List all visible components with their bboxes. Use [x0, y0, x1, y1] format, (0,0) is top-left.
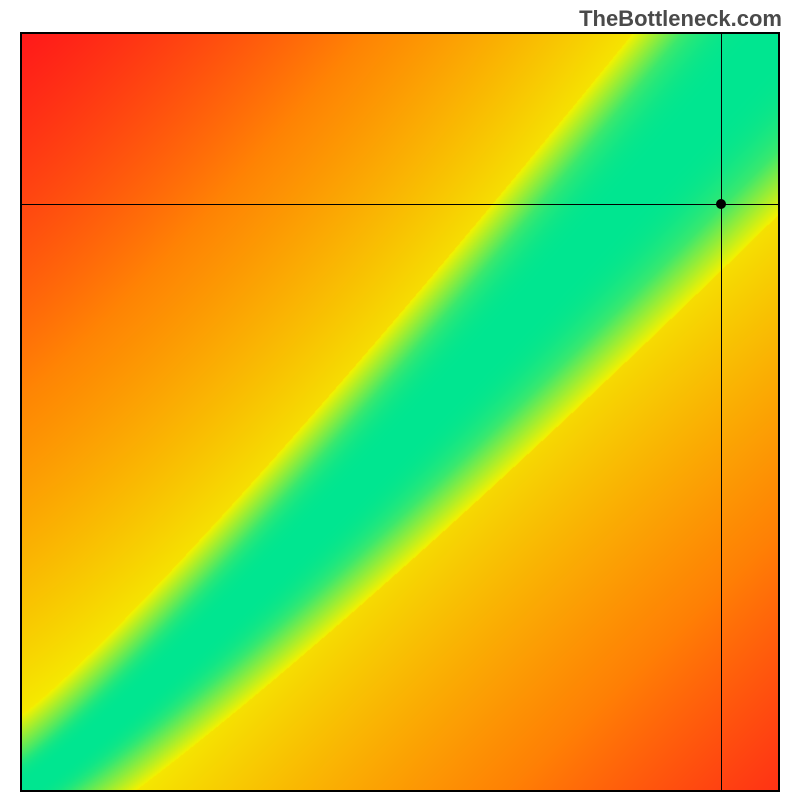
crosshair-horizontal	[22, 204, 778, 205]
heatmap-canvas	[22, 34, 778, 790]
watermark-text: TheBottleneck.com	[579, 6, 782, 32]
crosshair-marker	[716, 199, 726, 209]
bottleneck-heatmap	[20, 32, 780, 792]
crosshair-vertical	[721, 34, 722, 790]
